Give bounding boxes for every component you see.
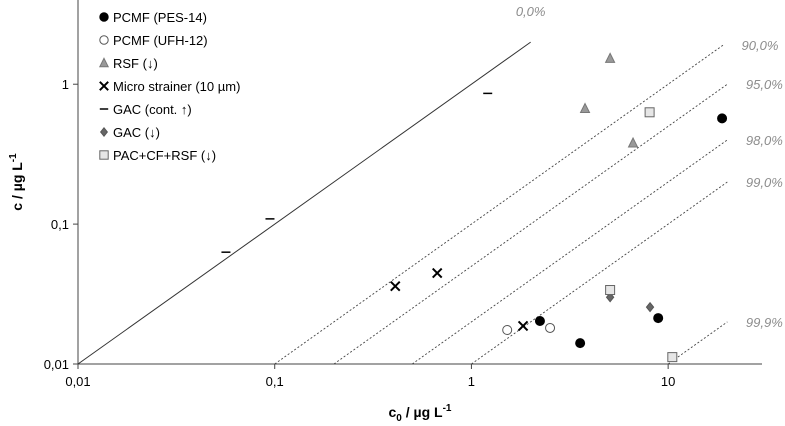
legend-symbol (99, 12, 109, 22)
marker (653, 313, 664, 324)
legend-symbol (99, 126, 109, 138)
y-tick-label: 0,01 (44, 357, 69, 372)
marker (645, 301, 655, 313)
marker (644, 107, 655, 118)
x-label-part: c (389, 404, 397, 420)
legend-label: Micro strainer (10 µm) (113, 79, 240, 94)
y-tick-label: 0,1 (51, 217, 69, 232)
legend-label: PCMF (PES-14) (113, 10, 207, 25)
reference-line (333, 83, 728, 365)
x-label-part: / µg L (402, 404, 443, 420)
legend-label: PAC+CF+RSF (↓) (113, 148, 216, 163)
legend-label: RSF (↓) (113, 56, 158, 71)
x-tick-label: 0,01 (65, 374, 90, 389)
legend-label: GAC (↓) (113, 125, 160, 140)
marker (432, 267, 443, 279)
reference-label: 99,0% (746, 175, 783, 190)
legend-symbol (98, 57, 110, 68)
marker (717, 113, 728, 124)
x-axis-label: c0 / µg L-1 (389, 403, 452, 424)
reference-line (471, 181, 728, 365)
marker (575, 338, 586, 349)
marker (545, 322, 556, 333)
legend-label: GAC (cont. ↑) (113, 102, 192, 117)
legend-symbol (99, 150, 109, 160)
x-tick-label: 10 (661, 374, 675, 389)
legend-label: PCMF (UFH-12) (113, 33, 208, 48)
reference-label: 99,9% (746, 315, 783, 330)
reference-line (77, 41, 531, 365)
reference-label: 98,0% (746, 133, 783, 148)
x-label-sub: 0 (396, 413, 402, 424)
marker (390, 280, 401, 292)
legend-symbol (99, 35, 109, 45)
reference-label: 90,0% (742, 38, 779, 53)
marker (502, 325, 513, 336)
y-tick-label: 1 (62, 77, 69, 92)
reference-label: 0,0% (516, 4, 546, 19)
reference-line (667, 321, 728, 365)
x-tick-label: 0,1 (266, 374, 284, 389)
y-label-part: c / µg L (9, 162, 25, 211)
marker (667, 352, 678, 363)
y-axis-label: c / µg L-1 (8, 153, 25, 211)
marker (534, 315, 545, 326)
marker (517, 320, 529, 332)
marker (605, 285, 616, 296)
y-label-sup: -1 (8, 153, 19, 162)
reference-line (411, 139, 728, 365)
marker (604, 52, 616, 63)
x-label-sup: -1 (443, 403, 452, 414)
reference-label: 95,0% (746, 77, 783, 92)
x-tick-label: 1 (468, 374, 475, 389)
marker (627, 136, 639, 148)
legend-symbol (99, 81, 109, 91)
marker (579, 102, 591, 114)
